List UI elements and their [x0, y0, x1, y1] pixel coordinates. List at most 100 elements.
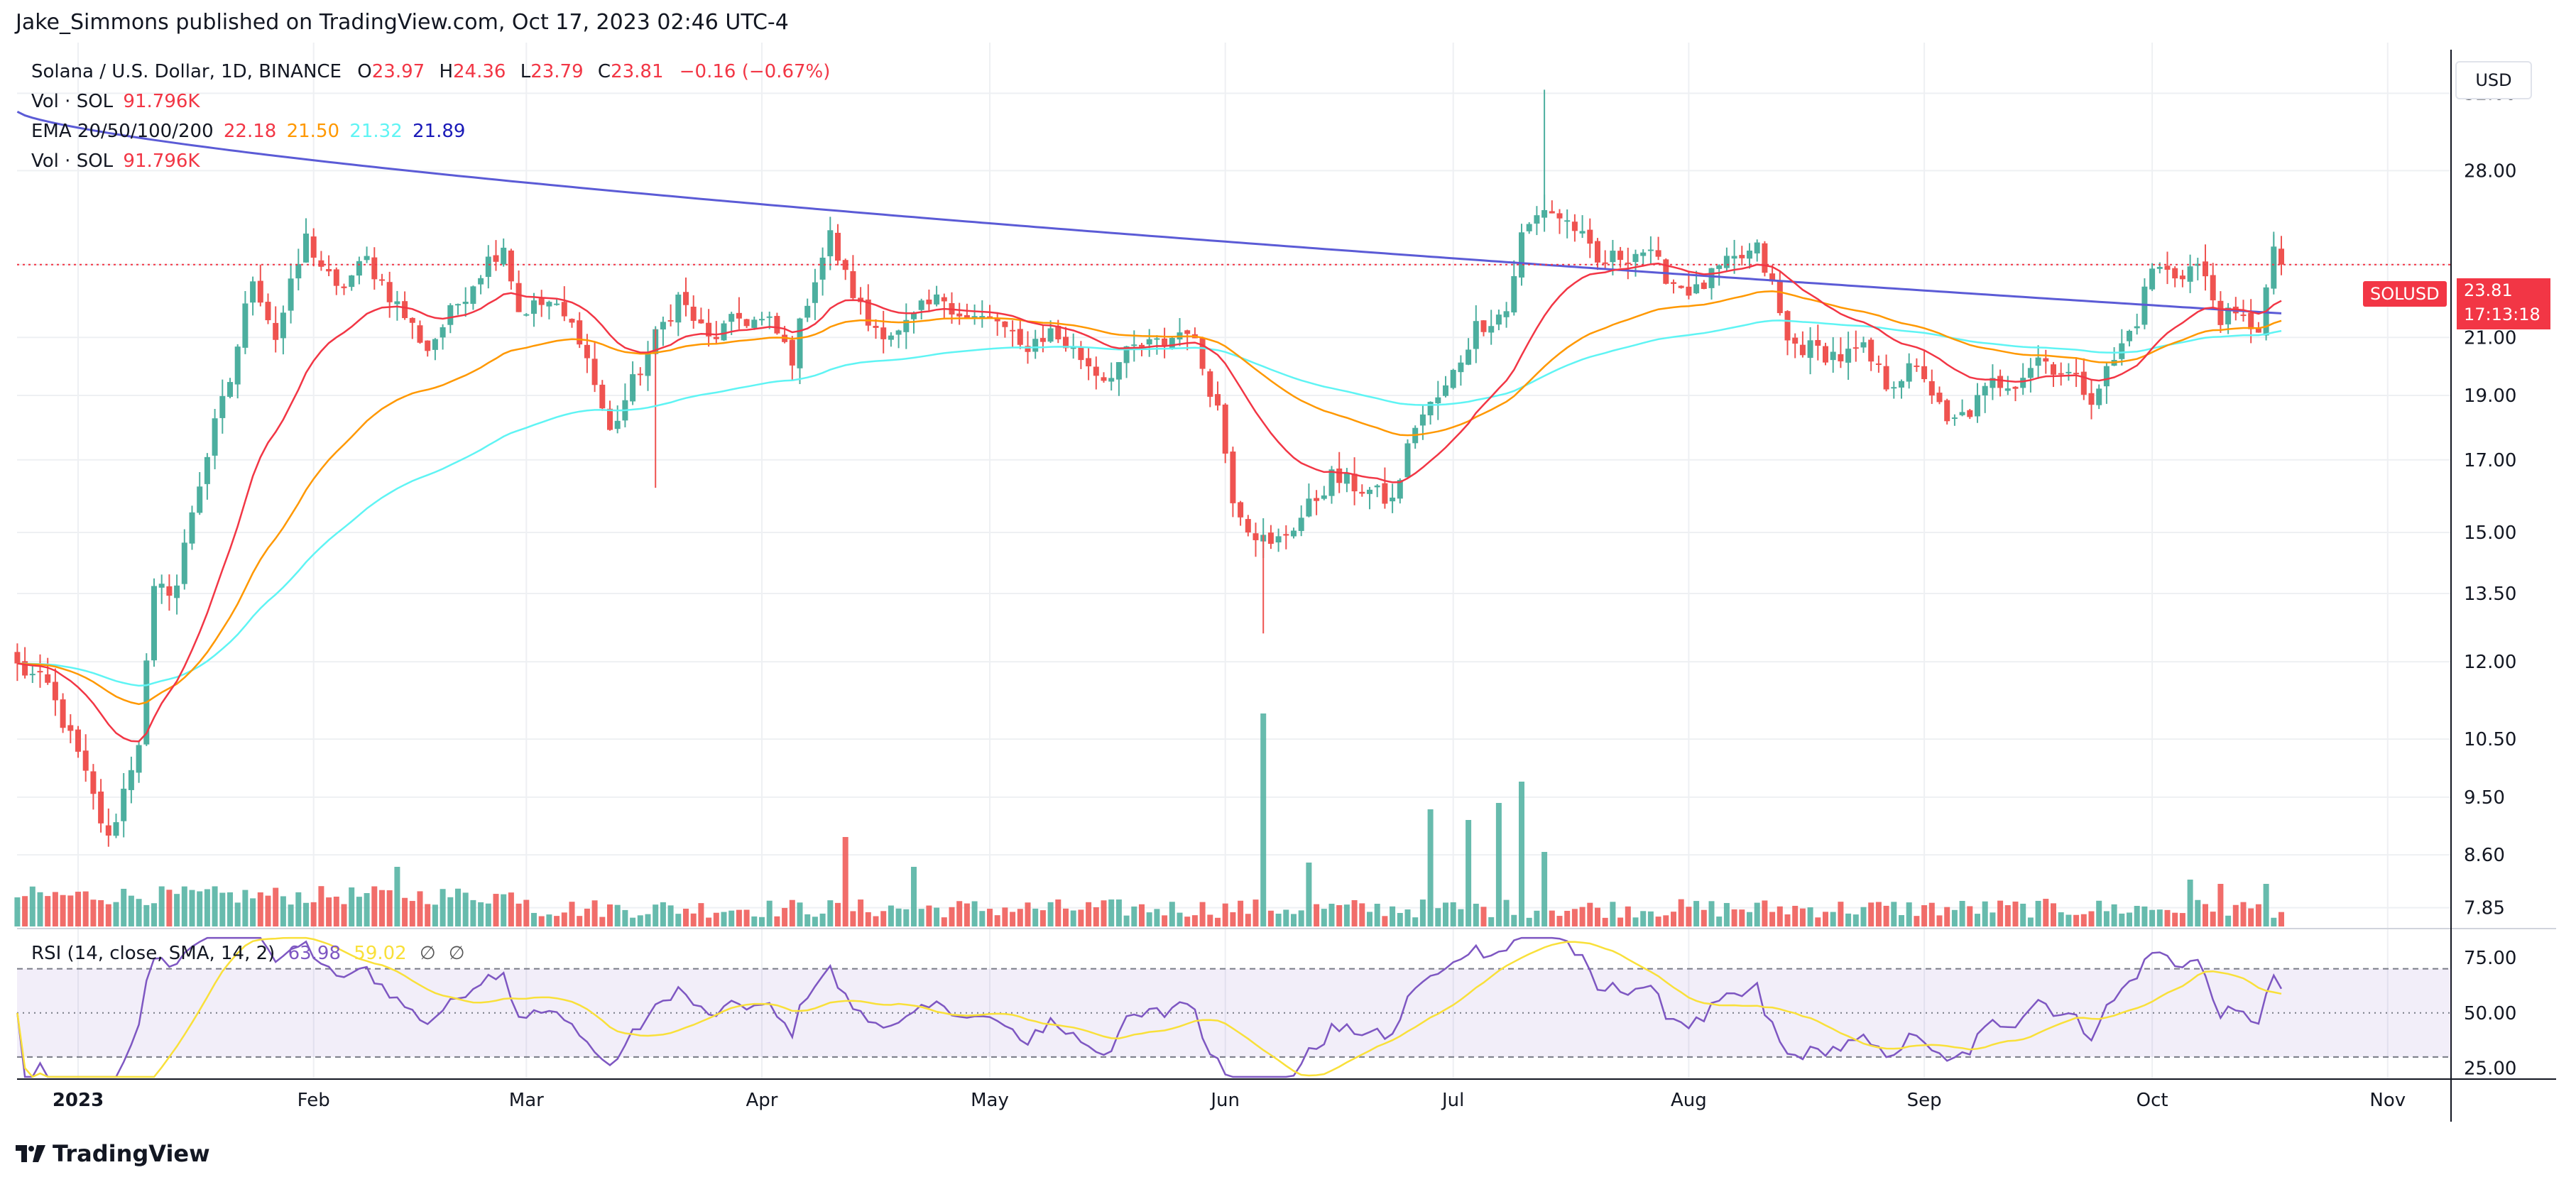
volume-bar: [2027, 917, 2034, 926]
candle-body: [827, 230, 834, 256]
candle-body: [538, 298, 545, 305]
candle-body: [895, 330, 902, 335]
time-axis-label: May: [971, 1090, 1009, 1111]
candle-body: [45, 674, 51, 683]
candle-body: [447, 305, 454, 325]
volume-bar: [493, 894, 499, 926]
volume-bar: [1754, 902, 1760, 926]
volume-bar: [2127, 912, 2132, 926]
candle-body: [22, 661, 28, 676]
candle-body: [2051, 364, 2056, 375]
volume-bar: [1671, 912, 1676, 926]
volume-bar: [219, 892, 226, 926]
volume-bar: [455, 888, 461, 926]
volume-bar: [14, 897, 21, 926]
ema-label: EMA 20/50/100/200: [31, 121, 214, 142]
volume-bar: [1230, 912, 1236, 926]
volume-bar: [743, 909, 750, 926]
volume-bar: [1443, 902, 1448, 926]
candle-body: [1975, 395, 1980, 417]
candle-body: [2240, 314, 2247, 317]
candle-body: [1017, 329, 1023, 345]
volume-bar: [2065, 914, 2072, 926]
volume-bar: [1101, 900, 1107, 926]
volume-bar: [1928, 902, 1935, 926]
volume-bar: [181, 886, 187, 926]
candle-body: [515, 283, 522, 312]
volume-bar: [660, 902, 666, 926]
volume-bar: [1663, 915, 1669, 926]
price-axis-label: 15.00: [2464, 523, 2516, 544]
candle-body: [577, 320, 583, 345]
candle-body: [1936, 393, 1943, 403]
candle-body: [417, 325, 423, 343]
candle-body: [812, 282, 818, 303]
candle-body: [485, 256, 491, 277]
candle-body: [797, 318, 803, 368]
candle-body: [554, 303, 560, 305]
candle-body: [265, 302, 271, 321]
candle-body: [1678, 285, 1684, 288]
volume-bar: [2240, 902, 2247, 926]
candle-body: [1419, 414, 1426, 426]
volume-bar: [675, 914, 682, 926]
empty-set-icon-2: ∅: [448, 943, 465, 964]
volume-bar: [1191, 915, 1198, 926]
candle-body: [1511, 275, 1517, 313]
candle-body: [804, 305, 811, 318]
volume-bar: [1222, 903, 1228, 926]
volume-bar: [653, 904, 659, 926]
candle-body: [1010, 329, 1016, 332]
candle-body: [1799, 344, 1806, 356]
volume-bar: [683, 908, 689, 926]
volume-bar: [2134, 906, 2140, 926]
candle-body: [1321, 495, 1327, 499]
volume-bar: [971, 901, 978, 926]
volume-bar: [402, 897, 408, 926]
tradingview-footer[interactable]: TradingView: [16, 1140, 210, 1167]
volume-bar: [1693, 901, 1700, 926]
volume-bar: [82, 891, 89, 926]
volume-bar: [987, 909, 993, 926]
volume-bar: [1906, 902, 1912, 926]
volume-bar: [797, 902, 803, 926]
volume-bar: [1397, 912, 1403, 926]
volume-legend-2: Vol · SOL 91.796K: [31, 151, 200, 172]
candle-body: [1906, 363, 1912, 382]
volume-bar: [1982, 901, 1988, 926]
candle-body: [288, 278, 294, 311]
volume-bar: [1716, 917, 1723, 926]
volume-bar: [2096, 900, 2102, 926]
volume-label: Vol · SOL: [31, 91, 114, 112]
volume-bar: [637, 915, 643, 926]
candle-body: [1534, 215, 1540, 224]
volume-bar: [1899, 914, 1904, 926]
volume-bar: [903, 909, 910, 926]
candle-body: [2073, 373, 2080, 375]
candle-body: [660, 322, 666, 330]
candle-body: [2149, 268, 2156, 290]
empty-set-icon: ∅: [419, 943, 436, 964]
volume-bar: [934, 907, 940, 926]
volume-bar: [1975, 914, 1980, 926]
volume-bar: [979, 911, 986, 926]
volume-bar: [1010, 912, 1016, 926]
candle-body: [1701, 283, 1707, 290]
volume-bar: [1526, 917, 1532, 926]
candle-body: [90, 771, 97, 794]
volume-bar: [60, 895, 66, 926]
volume-bar: [1845, 913, 1852, 926]
candle-body: [1336, 468, 1343, 483]
candle-body: [493, 255, 499, 262]
volume-bar: [1162, 915, 1168, 926]
candle-body: [1245, 519, 1251, 533]
volume-bar: [1419, 899, 1426, 926]
currency-button[interactable]: USD: [2455, 61, 2532, 99]
volume-bar: [1412, 917, 1419, 926]
volume-bar: [257, 892, 263, 926]
volume-bar: [1139, 904, 1145, 926]
volume-bar: [774, 916, 780, 926]
volume-bar: [1002, 907, 1008, 926]
candle-body: [645, 352, 651, 376]
